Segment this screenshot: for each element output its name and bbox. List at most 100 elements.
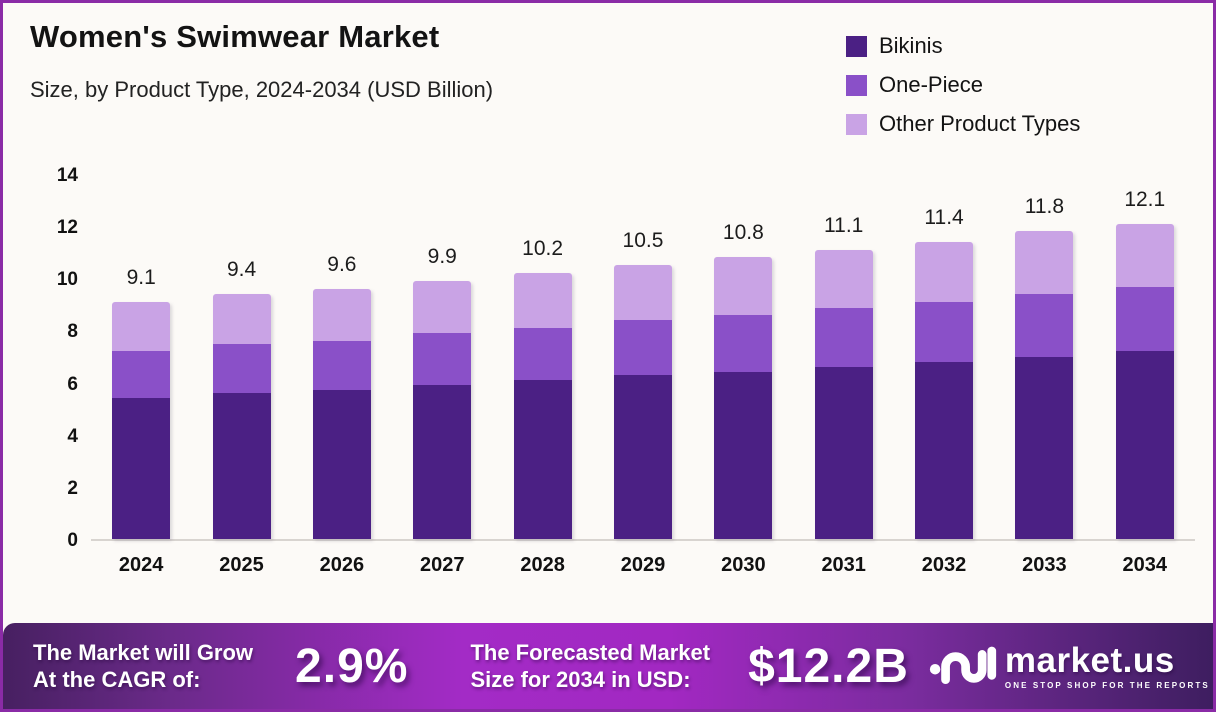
- legend-item: Other Product Types: [846, 111, 1080, 137]
- x-axis-label: 2033: [1022, 554, 1067, 576]
- bar-segment-bikinis: [112, 398, 171, 539]
- y-axis-tick-label: 2: [67, 477, 78, 499]
- legend-swatch: [846, 74, 867, 96]
- bar-segment-one-piece: [413, 333, 472, 386]
- bar-segment-one-piece: [714, 314, 773, 373]
- legend-swatch: [846, 113, 867, 135]
- bar-column-2024: 9.1 2024: [91, 176, 191, 576]
- chart-area: 0 2 4 6 8 10 12 14 9.1 2024 9.4 2025 9.6 2026 9.9 2027…: [3, 3, 1213, 613]
- bar-segment-one-piece: [312, 340, 371, 391]
- x-axis-label: 2030: [721, 554, 766, 576]
- x-axis-label: 2031: [821, 554, 866, 576]
- y-axis-tick-label: 0: [67, 530, 78, 551]
- stacked-bar: [312, 288, 371, 539]
- stacked-bar: [613, 265, 672, 539]
- stacked-bar: [1115, 223, 1174, 539]
- bar-segment-bikinis: [212, 393, 271, 539]
- bar-total-label: 11.4: [924, 205, 964, 229]
- stacked-bar: [915, 241, 974, 539]
- bar-segment-other-product-types: [613, 265, 672, 320]
- bar-total-label: 11.1: [824, 213, 864, 237]
- stacked-bar: [413, 281, 472, 539]
- stacked-bar: [814, 249, 873, 539]
- bar-segment-bikinis: [1015, 356, 1074, 539]
- bar-segment-other-product-types: [1015, 231, 1074, 294]
- y-axis-tick-label: 8: [67, 321, 78, 343]
- forecast-label-line1: The Forecasted Market: [470, 639, 711, 665]
- summary-banner: The Market will Grow At the CAGR of: 2.9…: [3, 623, 1213, 709]
- y-axis-tick-label: 14: [56, 165, 78, 186]
- y-axis-tick-label: 10: [56, 269, 78, 291]
- bar-segment-other-product-types: [112, 301, 171, 352]
- bar-segment-other-product-types: [312, 288, 371, 341]
- bar-segment-other-product-types: [1115, 223, 1174, 288]
- bar-segment-one-piece: [814, 308, 873, 367]
- cagr-label-line2: At the CAGR of:: [33, 667, 201, 692]
- bar-column-2034: 12.1 2034: [1095, 176, 1195, 576]
- x-axis-label: 2026: [319, 554, 365, 576]
- x-axis-label: 2034: [1122, 554, 1168, 576]
- bar-total-label: 9.1: [126, 265, 156, 289]
- stacked-bar: [212, 294, 271, 539]
- brand-text: market.us ONE STOP SHOP FOR THE REPORTS: [1005, 643, 1210, 690]
- bar-column-2028: 10.2 2028: [492, 176, 592, 576]
- page-subtitle: Size, by Product Type, 2024-2034 (USD Bi…: [30, 77, 494, 102]
- bar-segment-bikinis: [513, 380, 572, 539]
- cagr-value: 2.9%: [295, 639, 409, 693]
- y-axis: 0 2 4 6 8 10 12 14: [33, 166, 78, 550]
- bar-column-2032: 11.4 2032: [894, 176, 994, 576]
- bar-column-2025: 9.4 2025: [191, 176, 291, 576]
- bar-total-label: 10.8: [722, 221, 764, 245]
- bar-total-label: 10.2: [522, 237, 564, 261]
- x-axis-label: 2032: [921, 554, 967, 576]
- cagr-label-line1: The Market will Grow: [33, 639, 254, 665]
- bar-column-2029: 10.5 2029: [593, 176, 693, 576]
- bar-total-label: 10.5: [622, 229, 664, 253]
- stacked-bar: [714, 257, 773, 539]
- x-axis-label: 2029: [620, 554, 666, 576]
- legend-item: Bikinis: [846, 33, 1080, 59]
- brand-logo: market.us ONE STOP SHOP FOR THE REPORTS: [929, 640, 1210, 693]
- bar-segment-bikinis: [413, 385, 472, 539]
- bar-segment-one-piece: [613, 319, 672, 375]
- forecast-label-line2: Size for 2034 in USD:: [470, 667, 691, 692]
- bar-segment-other-product-types: [814, 249, 873, 309]
- bar-total-label: 9.9: [427, 244, 457, 268]
- bar-segment-bikinis: [1115, 351, 1174, 539]
- bar-segment-one-piece: [513, 327, 572, 380]
- bar-segment-other-product-types: [513, 273, 572, 328]
- x-axis-label: 2025: [219, 554, 264, 576]
- bar-segment-bikinis: [613, 374, 672, 539]
- forecast-label: The Forecasted Market Size for 2034 in U…: [470, 639, 710, 694]
- chart-legend: Bikinis One-Piece Other Product Types: [846, 33, 1080, 137]
- x-axis-label: 2027: [420, 554, 465, 576]
- legend-label: Bikinis: [879, 33, 943, 58]
- bar-segment-one-piece: [112, 351, 171, 399]
- bar-segment-bikinis: [915, 361, 974, 539]
- bar-segment-bikinis: [312, 390, 371, 539]
- bar-column-2033: 11.8 2033: [994, 176, 1094, 576]
- brand-name: market.us: [1004, 640, 1175, 680]
- legend-label: One-Piece: [879, 72, 983, 97]
- bar-segment-other-product-types: [212, 294, 271, 344]
- page-title: Women's Swimwear Market: [30, 19, 440, 54]
- bar-segment-one-piece: [212, 343, 271, 393]
- stacked-bar: [513, 273, 572, 539]
- y-axis-tick-label: 6: [67, 373, 78, 395]
- stacked-bar: [1015, 231, 1074, 539]
- bar-column-2030: 10.8 2030: [693, 176, 793, 576]
- bar-segment-other-product-types: [413, 281, 472, 334]
- brand-tagline: ONE STOP SHOP FOR THE REPORTS: [1004, 680, 1210, 690]
- bar-segment-one-piece: [915, 301, 974, 362]
- bar-column-2027: 9.9 2027: [392, 176, 492, 576]
- bar-segment-bikinis: [814, 366, 873, 539]
- forecast-value: $12.2B: [748, 639, 909, 693]
- bar-column-2031: 11.1 2031: [794, 176, 894, 576]
- x-axis-label: 2024: [118, 554, 164, 576]
- x-axis-label: 2028: [520, 554, 565, 576]
- bar-total-label: 12.1: [1124, 187, 1166, 211]
- bar-segment-other-product-types: [915, 241, 974, 302]
- bar-total-label: 11.8: [1024, 195, 1065, 219]
- bar-segment-one-piece: [1015, 293, 1074, 357]
